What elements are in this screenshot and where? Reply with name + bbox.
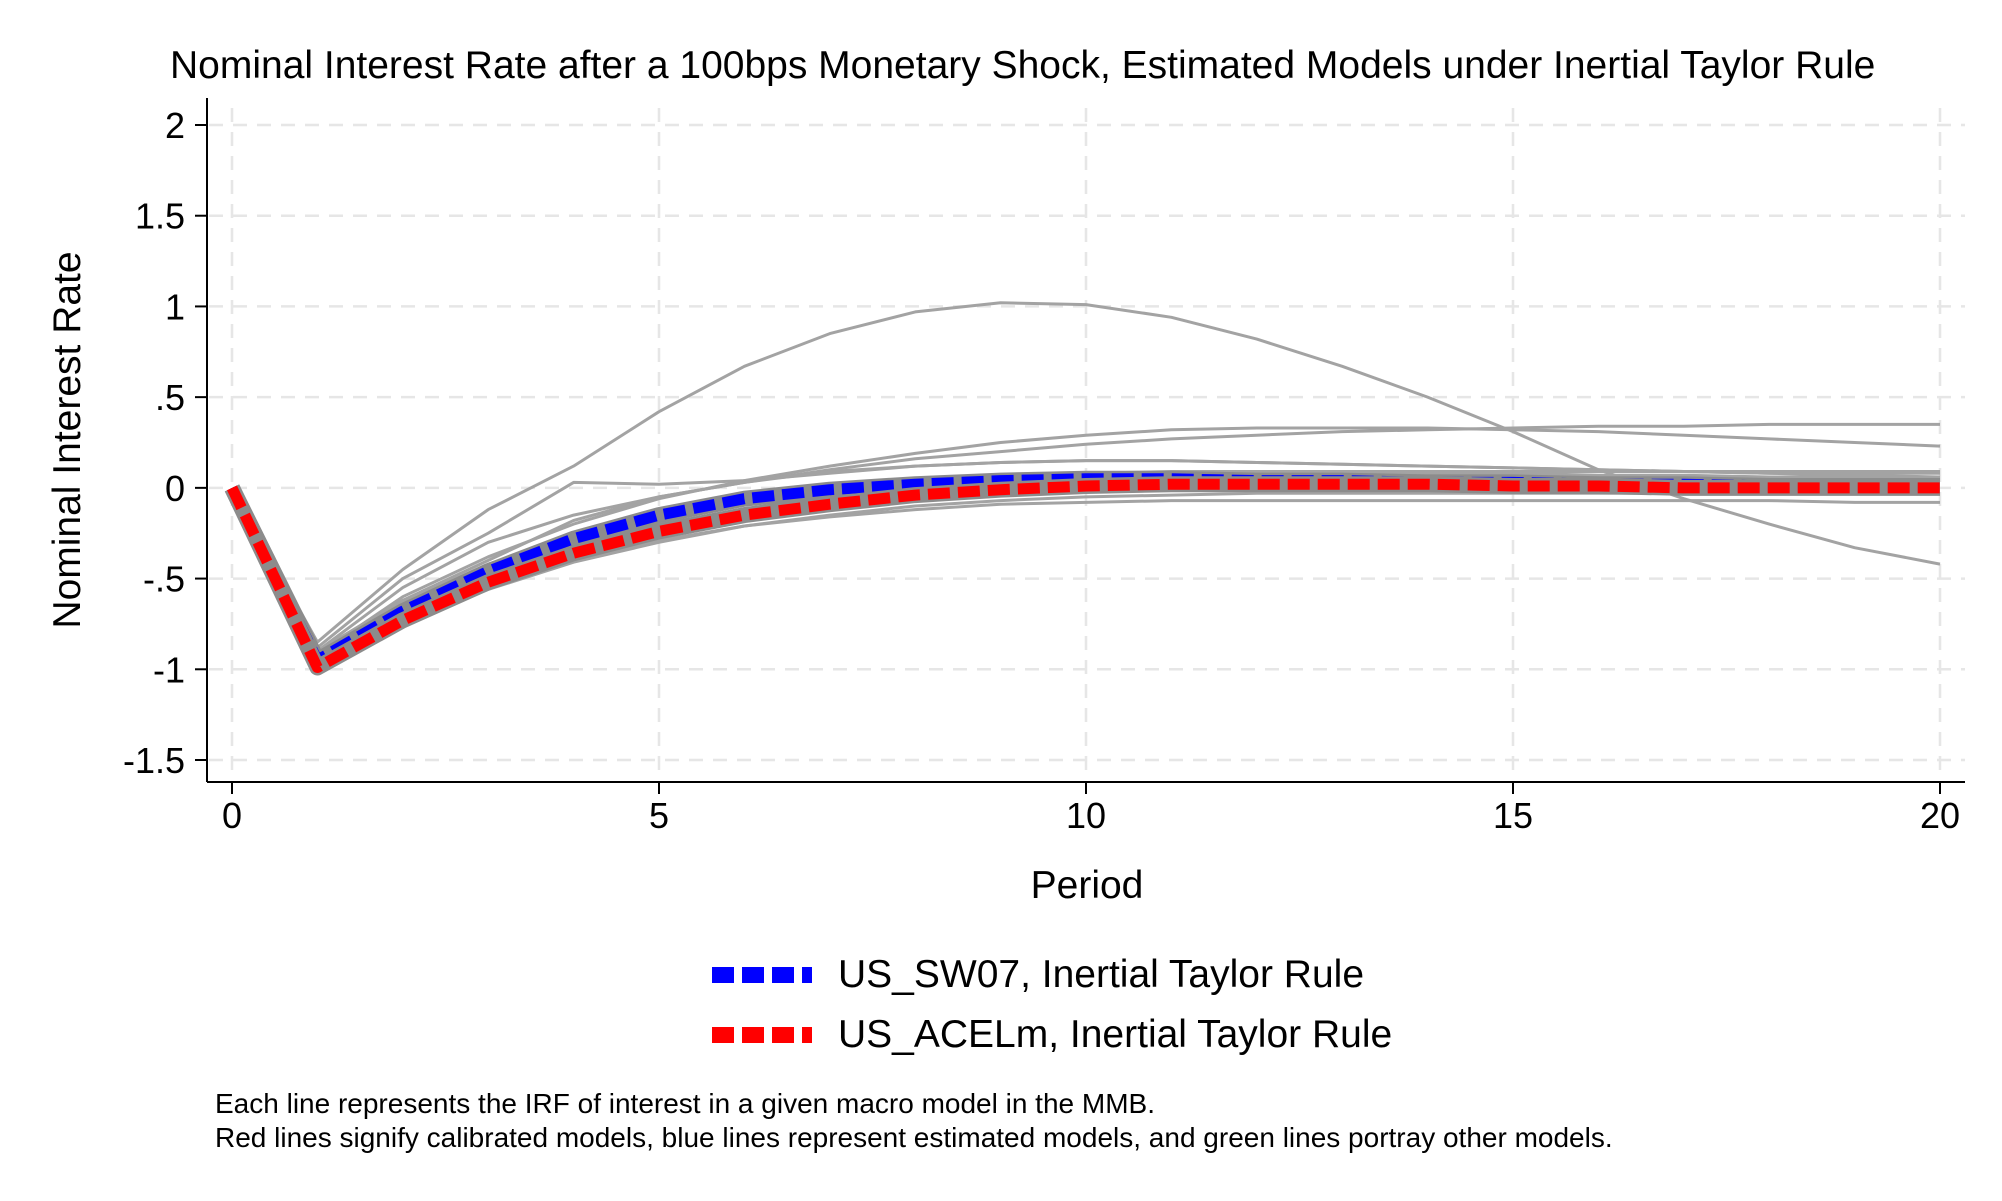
y-tick-label: 1.5 <box>135 196 185 237</box>
y-tick-label: 0 <box>165 468 185 509</box>
legend: US_SW07, Inertial Taylor Rule US_ACELm, … <box>712 945 1392 1065</box>
x-tick-label: 15 <box>1493 795 1533 836</box>
note-line: Red lines signify calibrated models, blu… <box>215 1122 1613 1153</box>
axes: 21.51.50-.5-1-1.50 5 10 15 20 <box>123 98 1965 836</box>
y-tick-label: .5 <box>155 377 185 418</box>
y-tick-label: -1 <box>153 649 185 690</box>
y-tick-label: 2 <box>165 105 185 146</box>
x-axis-label: Period <box>1030 864 1144 907</box>
legend-label: US_SW07, Inertial Taylor Rule <box>838 953 1365 996</box>
x-tick-label: 0 <box>222 795 242 836</box>
legend-item-us-sw07: US_SW07, Inertial Taylor Rule <box>712 945 1392 1005</box>
highlighted-series <box>224 470 1940 676</box>
legend-swatch-red-dashed <box>712 1027 812 1043</box>
x-tick-label: 5 <box>649 795 669 836</box>
note-line: Each line represents the IRF of interest… <box>215 1088 1155 1119</box>
legend-item-us-acelm: US_ACELm, Inertial Taylor Rule <box>712 1005 1392 1065</box>
y-tick-label: -1.5 <box>123 740 185 781</box>
figure-notes: Each line represents the IRF of interest… <box>215 1087 1613 1155</box>
chart-title: Nominal Interest Rate after a 100bps Mon… <box>170 44 1876 87</box>
y-tick-label: -.5 <box>143 559 185 600</box>
legend-label: US_ACELm, Inertial Taylor Rule <box>838 1013 1393 1056</box>
x-tick-label: 10 <box>1066 795 1106 836</box>
background-series-line <box>230 422 1940 653</box>
legend-swatch-blue-dashed <box>712 967 812 983</box>
y-tick-label: 1 <box>165 286 185 327</box>
series-us-acelm-line <box>227 478 1940 673</box>
x-tick-label: 20 <box>1920 795 1960 836</box>
